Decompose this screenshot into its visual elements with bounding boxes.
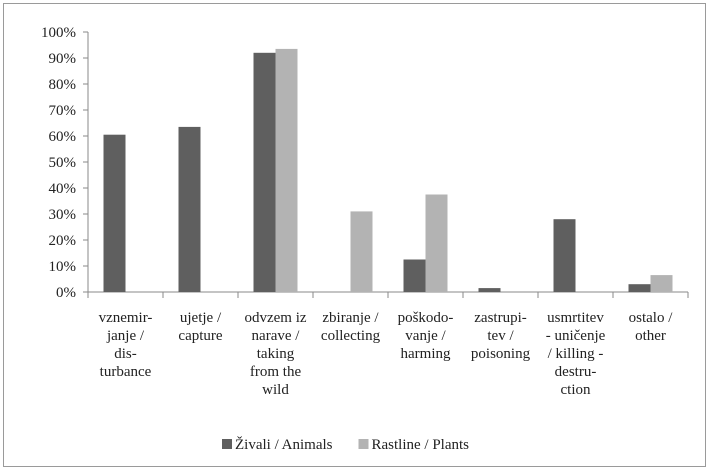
- x-tick-label: zastrupi-tev / poisoning: [471, 310, 531, 362]
- bar: [253, 52, 276, 292]
- x-tick-label: usmrtitev - uničenje / killing -destru-cti…: [546, 310, 606, 398]
- y-tick-label: 30%: [49, 207, 77, 223]
- bar: [103, 134, 126, 292]
- y-tick-label: 100%: [41, 25, 76, 41]
- bar: [403, 259, 426, 292]
- y-tick-label: 10%: [49, 259, 77, 275]
- legend-swatch: [222, 439, 232, 449]
- y-tick-label: 40%: [49, 181, 77, 197]
- y-tick-label: 70%: [49, 103, 77, 119]
- bar: [553, 219, 576, 292]
- x-tick-label: odvzem iz narave / taking from the wild: [244, 310, 306, 398]
- y-tick-label: 0%: [56, 285, 76, 301]
- bar: [650, 275, 673, 292]
- x-tick-label: zbiranje / collecting: [321, 310, 381, 344]
- y-tick-label: 20%: [49, 233, 77, 249]
- x-tick-label: ostalo / other: [629, 310, 674, 344]
- legend-label: Živali / Animals: [235, 436, 333, 453]
- x-tick-label: vznemir-janje / dis-turbance: [99, 310, 153, 380]
- y-tick-label: 60%: [49, 129, 77, 145]
- bar: [275, 48, 298, 293]
- y-tick-label: 80%: [49, 77, 77, 93]
- bar: [350, 211, 373, 292]
- bar: [478, 288, 501, 292]
- bar: [178, 126, 201, 293]
- x-tick-label: ujetje / capture: [178, 310, 222, 344]
- y-tick-label: 90%: [49, 51, 77, 67]
- legend-swatch: [358, 439, 369, 449]
- y-tick-label: 50%: [49, 155, 77, 171]
- legend-label: Rastline / Plants: [372, 437, 470, 453]
- bar: [425, 194, 448, 292]
- x-tick-label: poškodo-vanje / harming: [398, 310, 454, 362]
- bar: [628, 284, 651, 292]
